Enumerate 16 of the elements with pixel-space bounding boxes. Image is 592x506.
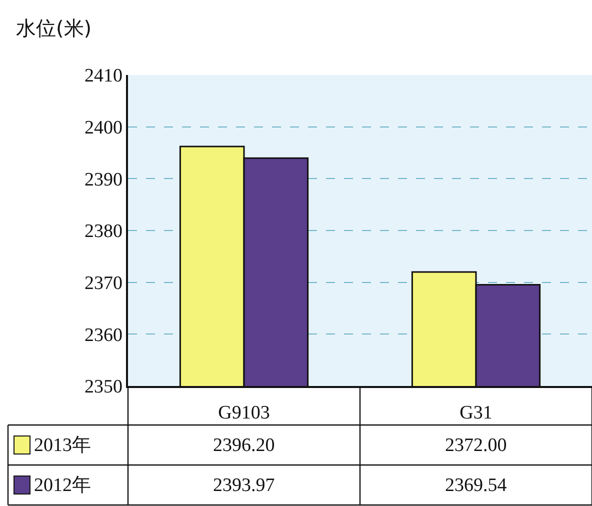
y-tick-label: 2380: [84, 221, 122, 242]
x-tick-label: G31: [460, 402, 492, 424]
x-tick-label: G9103: [218, 402, 270, 424]
legend-label: 2012年: [34, 475, 91, 496]
y-tick-label: 2410: [84, 66, 122, 87]
data-label: 2372.00: [445, 435, 507, 456]
data-label: 2396.20: [213, 435, 275, 456]
data-label: 2393.97: [213, 475, 275, 496]
y-tick-label: 2400: [84, 117, 122, 138]
data-label: 2369.54: [445, 475, 508, 496]
y-axis-title: 水位(米): [16, 16, 92, 40]
y-tick-label: 2350: [84, 376, 122, 398]
y-tick-label: 2360: [84, 324, 122, 346]
y-tick-label: 2370: [84, 272, 122, 294]
y-tick-label: 2390: [84, 169, 122, 190]
legend-label: 2013年: [34, 435, 91, 456]
